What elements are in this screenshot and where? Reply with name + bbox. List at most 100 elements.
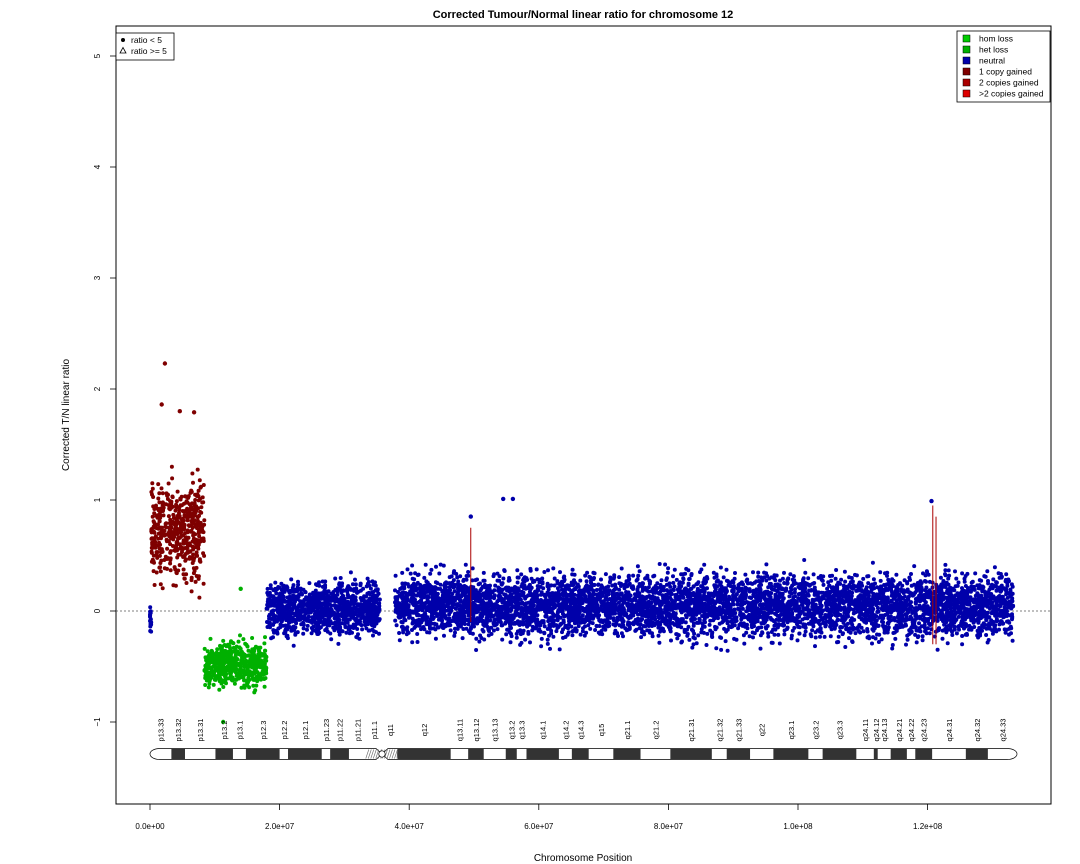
data-point bbox=[333, 593, 338, 598]
data-point bbox=[168, 568, 173, 573]
data-point bbox=[165, 497, 170, 501]
y-tick-label: 3 bbox=[93, 275, 102, 280]
data-point bbox=[308, 603, 313, 608]
data-point bbox=[265, 606, 270, 611]
data-point bbox=[795, 638, 800, 643]
data-point bbox=[345, 603, 350, 608]
data-point bbox=[149, 620, 154, 625]
data-point bbox=[296, 604, 301, 609]
data-point bbox=[314, 582, 318, 587]
data-point bbox=[251, 683, 256, 688]
data-point bbox=[178, 503, 183, 508]
data-point bbox=[1005, 595, 1010, 600]
data-point bbox=[158, 582, 163, 587]
data-point bbox=[594, 588, 599, 592]
data-point bbox=[267, 612, 272, 617]
data-point bbox=[393, 588, 397, 593]
data-point bbox=[178, 552, 183, 557]
data-point bbox=[516, 595, 521, 600]
data-point bbox=[342, 599, 347, 604]
data-point bbox=[925, 626, 930, 631]
data-point bbox=[177, 563, 182, 568]
data-point bbox=[217, 687, 222, 692]
data-point bbox=[631, 573, 636, 578]
data-point bbox=[220, 678, 225, 683]
data-point bbox=[367, 596, 372, 601]
data-point bbox=[306, 614, 311, 619]
data-point bbox=[246, 680, 250, 685]
data-point bbox=[587, 574, 592, 579]
data-point bbox=[616, 600, 621, 605]
data-point bbox=[715, 578, 720, 583]
data-point bbox=[320, 584, 325, 589]
data-point bbox=[312, 612, 317, 617]
data-point bbox=[173, 508, 178, 513]
data-point bbox=[246, 675, 251, 680]
data-point bbox=[194, 565, 199, 570]
data-point bbox=[493, 583, 498, 588]
data-point bbox=[347, 626, 351, 631]
data-point bbox=[992, 565, 997, 570]
data-point bbox=[190, 471, 195, 476]
data-point bbox=[341, 594, 346, 599]
data-point bbox=[410, 563, 415, 568]
data-point bbox=[304, 595, 309, 600]
data-point bbox=[659, 578, 664, 583]
data-point bbox=[202, 518, 207, 523]
data-point bbox=[264, 666, 269, 670]
data-point bbox=[190, 561, 195, 565]
data-point bbox=[329, 637, 334, 642]
data-point bbox=[347, 617, 352, 622]
x-tick-label: 4.0e+07 bbox=[395, 822, 425, 831]
data-point bbox=[809, 588, 813, 593]
data-point bbox=[197, 478, 202, 483]
data-point bbox=[155, 506, 160, 511]
data-point bbox=[328, 631, 333, 636]
data-point bbox=[256, 674, 261, 679]
data-point bbox=[221, 685, 226, 689]
data-point bbox=[853, 572, 857, 577]
data-point bbox=[158, 569, 163, 574]
data-point bbox=[583, 573, 588, 578]
data-point bbox=[276, 616, 281, 620]
data-point bbox=[751, 570, 755, 575]
data-point bbox=[367, 628, 372, 633]
data-point bbox=[196, 576, 201, 581]
data-point bbox=[194, 553, 199, 558]
data-point bbox=[1004, 572, 1009, 577]
data-point bbox=[187, 524, 192, 528]
data-point bbox=[965, 632, 969, 637]
data-point bbox=[740, 606, 745, 611]
data-point bbox=[374, 596, 379, 601]
data-point bbox=[956, 614, 961, 619]
data-point bbox=[549, 628, 554, 633]
data-point bbox=[810, 628, 815, 633]
data-point bbox=[193, 498, 198, 502]
data-point bbox=[215, 647, 220, 652]
data-point bbox=[985, 640, 990, 645]
data-point bbox=[687, 637, 692, 642]
data-point bbox=[320, 615, 325, 620]
data-point bbox=[184, 557, 188, 562]
data-point bbox=[202, 646, 207, 651]
data-point bbox=[545, 641, 550, 646]
data-point bbox=[679, 625, 684, 630]
data-point bbox=[850, 590, 855, 595]
data-point bbox=[177, 515, 182, 520]
data-point bbox=[334, 604, 339, 609]
data-point bbox=[287, 611, 292, 616]
data-point bbox=[298, 587, 303, 592]
data-point bbox=[788, 572, 793, 577]
data-point bbox=[201, 581, 206, 586]
data-point bbox=[236, 639, 241, 644]
data-point bbox=[156, 482, 161, 487]
data-point bbox=[200, 500, 205, 505]
data-point bbox=[203, 663, 208, 668]
data-point bbox=[365, 576, 370, 581]
data-point bbox=[337, 585, 342, 590]
data-point bbox=[340, 606, 345, 611]
data-point bbox=[212, 662, 217, 667]
data-point bbox=[759, 621, 764, 626]
data-point bbox=[461, 627, 466, 631]
data-point bbox=[879, 637, 884, 642]
